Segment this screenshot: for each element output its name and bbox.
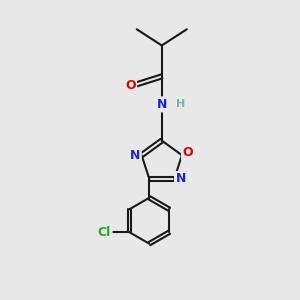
Text: N: N	[176, 172, 186, 185]
Text: N: N	[157, 98, 167, 111]
Text: Cl: Cl	[98, 226, 111, 239]
Text: O: O	[182, 146, 193, 159]
Text: H: H	[176, 99, 185, 110]
Text: O: O	[125, 79, 136, 92]
Text: N: N	[130, 149, 140, 162]
